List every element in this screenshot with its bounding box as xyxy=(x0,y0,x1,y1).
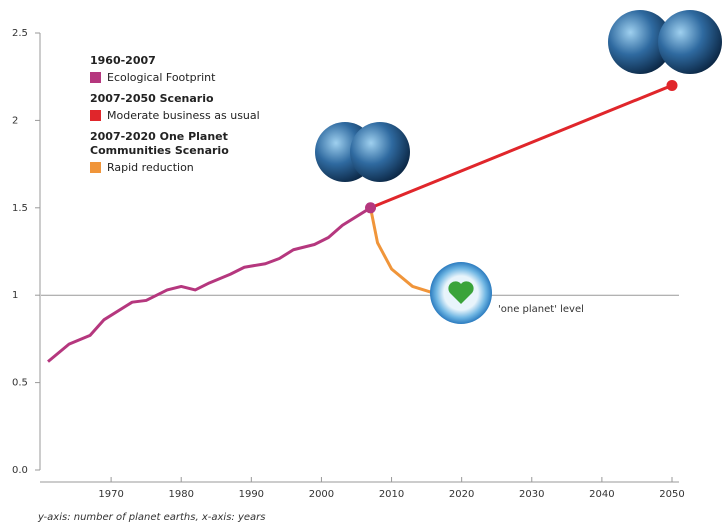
x-tick-label: 2000 xyxy=(309,489,334,500)
series-line xyxy=(47,206,372,363)
series-line xyxy=(369,84,673,210)
y-tick-label: 0.5 xyxy=(12,378,28,389)
legend-label: Rapid reduction xyxy=(107,161,194,174)
x-tick-label: 2020 xyxy=(449,489,474,500)
legend-item: Rapid reduction xyxy=(90,161,265,174)
x-tick-label: 2040 xyxy=(589,489,614,500)
legend-swatch xyxy=(90,162,101,173)
globe-icon xyxy=(350,122,410,182)
x-tick-label: 2030 xyxy=(519,489,544,500)
legend-label: Moderate business as usual xyxy=(107,109,260,122)
legend-item: Ecological Footprint xyxy=(90,71,265,84)
legend-heading: 2007-2050 Scenario xyxy=(90,92,214,105)
end-marker xyxy=(365,202,377,214)
legend: 1960-2007 Ecological Footprint 2007-2050 S… xyxy=(90,46,265,174)
x-tick-label: 1980 xyxy=(168,489,193,500)
reference-label: 'one planet' level xyxy=(498,304,584,315)
x-tick-label: 2010 xyxy=(379,489,404,500)
end-marker xyxy=(666,79,678,91)
globe-icon xyxy=(658,10,722,74)
heart-icon xyxy=(448,281,474,304)
globe-icon xyxy=(608,10,672,74)
footnote: y-axis: number of planet earths, x-axis:… xyxy=(38,512,266,523)
legend-item: Moderate business as usual xyxy=(90,109,265,122)
y-tick-label: 0.0 xyxy=(12,465,28,476)
y-tick-label: 2.5 xyxy=(12,28,28,39)
x-tick-label: 1990 xyxy=(239,489,264,500)
x-tick-label: 1970 xyxy=(98,489,123,500)
series-line xyxy=(369,207,442,297)
legend-heading: 1960-2007 xyxy=(90,54,156,67)
legend-heading: 2007-2020 One Planet Communities Scenari… xyxy=(90,130,229,157)
y-tick-label: 1 xyxy=(12,290,18,301)
legend-swatch xyxy=(90,72,101,83)
x-tick-label: 2050 xyxy=(659,489,684,500)
legend-swatch xyxy=(90,110,101,121)
legend-label: Ecological Footprint xyxy=(107,71,216,84)
y-tick-label: 2 xyxy=(12,115,18,126)
y-tick-label: 1.5 xyxy=(12,203,28,214)
